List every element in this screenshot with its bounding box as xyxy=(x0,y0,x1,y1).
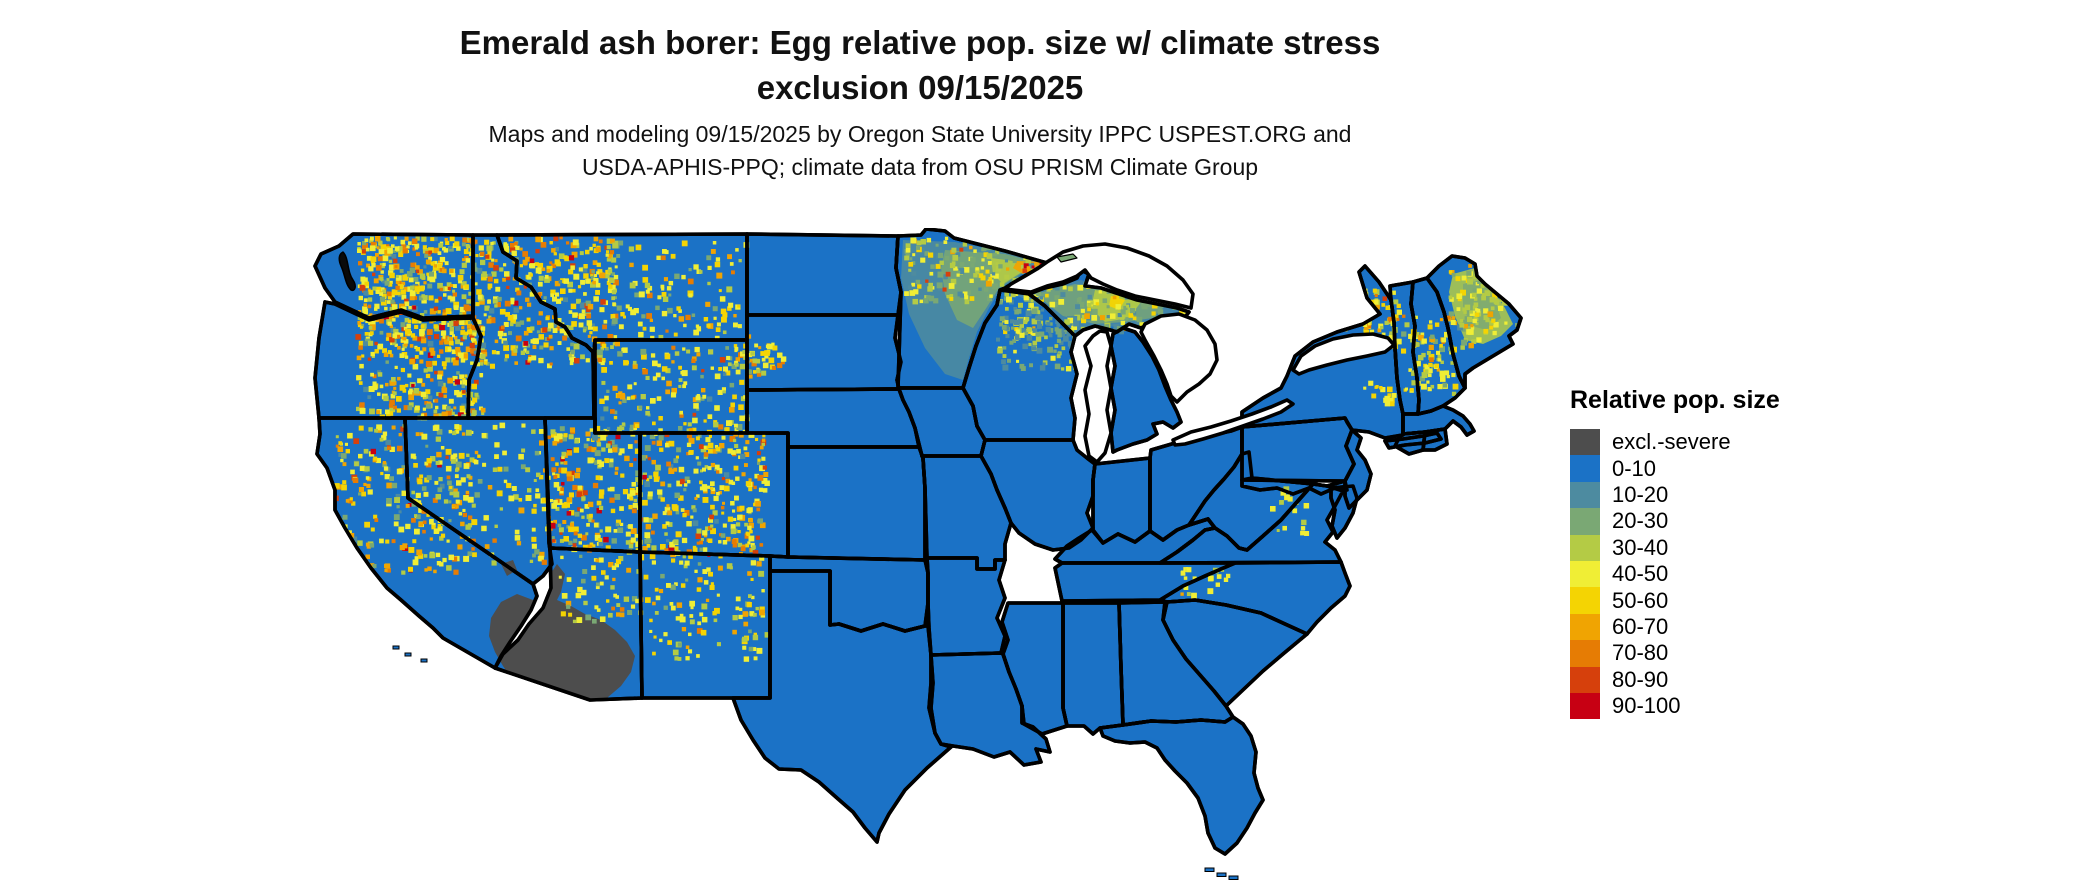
legend-items: excl.-severe 0-10 10-20 20-30 30-40 40-50 50-6… xyxy=(1570,429,1780,720)
legend-item: 30-40 xyxy=(1570,534,1780,561)
state-nd xyxy=(745,232,903,317)
great-lake-4 xyxy=(1291,332,1396,376)
us-risk-map xyxy=(305,228,1545,888)
legend-item: 80-90 xyxy=(1570,666,1780,693)
lakes-and-islands xyxy=(338,242,1396,880)
map-subtitle-line2: USDA-APHIS-PPQ; climate data from OSU PR… xyxy=(581,154,1259,180)
legend-swatch-70-80 xyxy=(1570,640,1600,667)
great-lake-1 xyxy=(1083,329,1113,464)
legend-swatch-40-50 xyxy=(1570,560,1600,588)
legend-item: 10-20 xyxy=(1570,481,1780,509)
legend-label: 30-40 xyxy=(1612,534,1669,560)
legend-item: 60-70 xyxy=(1570,613,1780,641)
legend-item: 20-30 xyxy=(1570,508,1780,535)
great-lake-3 xyxy=(1171,398,1295,447)
state-in xyxy=(1091,456,1152,545)
legend-label: 50-60 xyxy=(1612,587,1669,613)
map-title: Emerald ash borer: Egg relative pop. siz… xyxy=(0,20,1840,110)
legend-item: 50-60 xyxy=(1570,587,1780,614)
legend-label: 10-20 xyxy=(1612,481,1669,507)
legend-swatch-20-30 xyxy=(1570,508,1600,535)
us-map-svg xyxy=(313,228,1523,880)
legend-item: 90-100 xyxy=(1570,692,1780,720)
legend-swatch-0-10 xyxy=(1570,455,1600,482)
legend-label: 90-100 xyxy=(1612,693,1681,719)
state-al xyxy=(1061,601,1125,736)
legend-swatch-50-60 xyxy=(1570,587,1600,614)
legend-swatch-80-90 xyxy=(1570,666,1600,693)
legend-label: 40-50 xyxy=(1612,561,1669,587)
legend-swatch-excl.-severe xyxy=(1570,429,1600,456)
legend-swatch-60-70 xyxy=(1570,613,1600,641)
legend-swatch-10-20 xyxy=(1570,481,1600,509)
state-borders xyxy=(313,228,1523,856)
legend: Relative pop. size excl.-severe 0-10 10-20… xyxy=(1570,386,1780,720)
legend-label: 80-90 xyxy=(1612,666,1669,692)
state-fl xyxy=(1098,715,1265,856)
legend-item: excl.-severe xyxy=(1570,429,1780,456)
map-subtitle: Maps and modeling 09/15/2025 by Oregon S… xyxy=(0,118,1840,184)
legend-item: 0-10 xyxy=(1570,455,1780,482)
map-title-line2: exclusion 09/15/2025 xyxy=(756,69,1084,106)
map-subtitle-line1: Maps and modeling 09/15/2025 by Oregon S… xyxy=(488,121,1352,147)
legend-title: Relative pop. size xyxy=(1570,386,1780,414)
legend-item: 70-80 xyxy=(1570,640,1780,667)
map-title-line1: Emerald ash borer: Egg relative pop. siz… xyxy=(459,24,1381,61)
state-ks xyxy=(786,445,927,562)
legend-label: 20-30 xyxy=(1612,508,1669,534)
state-pa xyxy=(1240,416,1356,483)
legend-label: 60-70 xyxy=(1612,613,1669,639)
legend-swatch-90-100 xyxy=(1570,692,1600,720)
legend-label: excl.-severe xyxy=(1612,429,1731,455)
legend-label: 0-10 xyxy=(1612,455,1657,481)
great-lake-0 xyxy=(1003,242,1195,310)
legend-swatch-30-40 xyxy=(1570,534,1600,561)
state-ar xyxy=(925,556,1007,657)
legend-label: 70-80 xyxy=(1612,640,1669,666)
great-lake-2 xyxy=(1139,312,1219,404)
legend-item: 40-50 xyxy=(1570,560,1780,588)
